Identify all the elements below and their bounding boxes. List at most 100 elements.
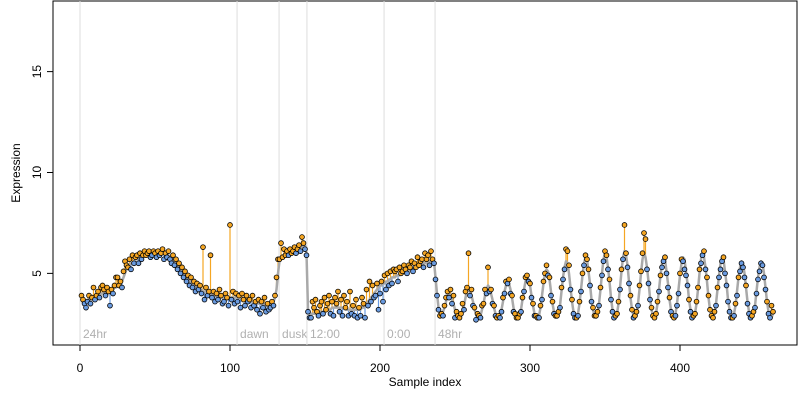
x-axis-label: Sample index: [389, 375, 462, 389]
point: [543, 262, 550, 269]
point: [561, 266, 568, 273]
point: [216, 286, 223, 293]
x-tick-label: 300: [520, 361, 540, 375]
point: [380, 298, 386, 305]
point: [183, 278, 190, 285]
point: [756, 268, 763, 275]
point: [501, 290, 508, 297]
point: [338, 296, 344, 303]
x-tick-label: 0: [77, 361, 84, 375]
point: [606, 276, 613, 283]
x-tick-label: 200: [370, 361, 390, 375]
point: [564, 248, 571, 254]
point: [221, 298, 227, 305]
point: [767, 314, 773, 321]
point: [677, 270, 683, 277]
x-tick-label: 100: [220, 361, 240, 375]
point: [189, 284, 196, 291]
point: [366, 278, 373, 285]
point: [675, 290, 682, 297]
point: [600, 258, 607, 265]
point: [536, 314, 542, 321]
point: [714, 284, 721, 291]
point: [239, 290, 245, 297]
point: [596, 302, 602, 309]
point: [704, 274, 710, 281]
point: [723, 282, 730, 289]
point: [203, 284, 209, 291]
point: [197, 282, 203, 289]
point: [173, 256, 179, 263]
point: [768, 302, 775, 309]
point: [450, 292, 457, 299]
point: [207, 252, 214, 259]
point: [615, 298, 622, 305]
point: [720, 254, 727, 261]
point: [566, 262, 572, 269]
point: [419, 256, 425, 263]
point: [546, 274, 553, 281]
point: [701, 248, 707, 254]
point: [684, 282, 691, 289]
point: [576, 298, 583, 305]
point: [585, 266, 592, 273]
point: [126, 256, 133, 263]
point: [737, 268, 743, 275]
point: [440, 312, 446, 319]
point: [375, 306, 382, 313]
point: [323, 306, 329, 313]
point: [623, 250, 629, 256]
point: [692, 310, 698, 317]
point: [744, 300, 751, 307]
point: [488, 286, 494, 293]
point: [467, 292, 473, 299]
y-axis-label: Expression: [9, 143, 23, 202]
point: [725, 298, 731, 305]
point: [680, 258, 686, 265]
point: [426, 262, 433, 269]
point: [653, 310, 659, 317]
point: [506, 276, 512, 283]
point: [170, 252, 176, 259]
point: [159, 246, 166, 252]
point: [215, 296, 221, 303]
point: [227, 222, 233, 228]
point: [332, 294, 338, 301]
point: [110, 290, 116, 297]
point: [686, 296, 692, 303]
point: [732, 300, 739, 307]
point: [389, 280, 395, 287]
point: [395, 278, 401, 285]
point: [648, 304, 655, 311]
point: [755, 276, 761, 283]
point: [188, 274, 194, 281]
point: [539, 296, 545, 303]
point: [464, 284, 470, 291]
point: [605, 266, 611, 273]
point: [114, 274, 121, 281]
point: [762, 286, 769, 293]
point: [318, 298, 325, 305]
point: [761, 274, 767, 281]
point: [480, 300, 487, 307]
point: [209, 294, 215, 301]
point: [302, 246, 308, 252]
point: [273, 274, 280, 281]
point: [569, 296, 575, 303]
point: [198, 290, 205, 297]
point: [234, 298, 241, 305]
point: [524, 272, 530, 279]
point: [177, 270, 184, 277]
point: [654, 298, 661, 305]
point: [644, 266, 650, 273]
point: [350, 302, 356, 309]
event-label: 48hr: [438, 327, 462, 341]
point: [374, 280, 380, 287]
point: [735, 274, 742, 281]
point: [249, 292, 256, 299]
point: [201, 296, 208, 303]
event-label: dusk: [282, 327, 308, 341]
point: [693, 298, 700, 305]
point: [621, 222, 628, 228]
